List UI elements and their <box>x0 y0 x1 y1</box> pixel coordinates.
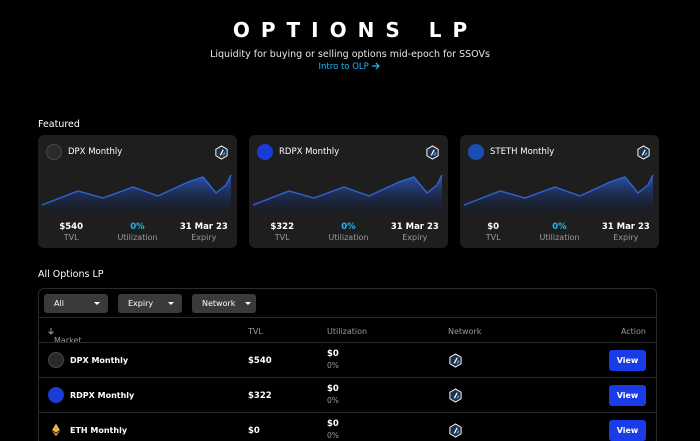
tvl-sparkline <box>41 174 232 213</box>
featured-card-dpx[interactable]: DPX Monthly $540 TVL 0% Utilization 31 Mar… <box>38 135 237 248</box>
utilization-label: Utilization <box>539 233 580 242</box>
view-button[interactable]: View <box>609 420 646 441</box>
arbitrum-icon <box>448 353 463 368</box>
row-tvl: $322 <box>248 391 272 401</box>
market-name: RDPX Monthly <box>70 390 135 400</box>
caret-down-icon <box>168 302 174 305</box>
tvl-sparkline <box>252 174 443 213</box>
row-tvl: $540 <box>248 356 272 366</box>
filter-label: All <box>54 299 64 308</box>
view-button[interactable]: View <box>609 350 646 371</box>
card-title: DPX Monthly <box>68 147 123 157</box>
column-market[interactable]: Market <box>48 327 82 345</box>
table-row: RDPX Monthly $322 $0 0% View <box>39 377 656 412</box>
all-options-heading: All Options LP <box>38 269 104 280</box>
tvl-label: TVL <box>274 233 290 242</box>
column-tvl: TVL <box>248 327 263 336</box>
expiry-value: 31 Mar 23 <box>179 222 228 232</box>
column-utilization: Utilization <box>327 327 368 336</box>
expiry-label: Expiry <box>613 233 639 242</box>
arbitrum-icon <box>425 145 440 160</box>
eth-token-icon <box>52 423 60 437</box>
caret-down-icon <box>245 302 252 305</box>
column-market-label: Market <box>54 336 82 345</box>
utilization-value: 0% <box>341 222 356 232</box>
column-network: Network <box>448 327 482 336</box>
view-button[interactable]: View <box>609 385 646 406</box>
row-utilization-value: $0 <box>327 419 339 429</box>
row-utilization-percent: 0% <box>327 396 339 405</box>
filter-label: Expiry <box>128 299 154 308</box>
caret-down-icon <box>94 302 100 305</box>
row-tvl: $0 <box>248 426 260 436</box>
table-row: ETH Monthly $0 $0 0% View <box>39 412 656 441</box>
row-utilization-percent: 0% <box>327 361 339 370</box>
arbitrum-icon <box>448 423 463 438</box>
arbitrum-icon <box>448 388 463 403</box>
tvl-sparkline <box>463 174 654 213</box>
featured-heading: Featured <box>38 119 80 130</box>
options-lp-table: All Expiry Network Market TVL Utilizatio… <box>38 288 657 441</box>
rdpx-token-icon <box>48 387 64 403</box>
filter-label: Network <box>202 299 236 308</box>
utilization-value: 0% <box>552 222 567 232</box>
row-utilization-value: $0 <box>327 384 339 394</box>
filter-all-dropdown[interactable]: All <box>44 294 108 313</box>
dpx-token-icon <box>46 144 62 160</box>
utilization-label: Utilization <box>328 233 369 242</box>
rdpx-token-icon <box>257 144 273 160</box>
expiry-label: Expiry <box>402 233 428 242</box>
table-row: DPX Monthly $540 $0 0% View <box>39 342 656 377</box>
tvl-value: $322 <box>270 222 294 232</box>
tvl-value: $540 <box>59 222 83 232</box>
page-title: OPTIONS LP <box>232 18 479 42</box>
tvl-label: TVL <box>63 233 79 242</box>
expiry-label: Expiry <box>191 233 217 242</box>
filter-network-dropdown[interactable]: Network <box>192 294 256 313</box>
arbitrum-icon <box>636 145 651 160</box>
row-utilization-percent: 0% <box>327 431 339 440</box>
column-action: Action <box>620 327 646 336</box>
sort-arrow-down-icon <box>48 328 54 335</box>
dpx-token-icon <box>48 352 64 368</box>
market-name: ETH Monthly <box>70 425 128 435</box>
featured-card-steth[interactable]: STETH Monthly $0 TVL 0% Utilization 31 Mar… <box>460 135 659 248</box>
table-header: Market TVL Utilization Network Action <box>39 317 656 345</box>
expiry-value: 31 Mar 23 <box>601 222 650 232</box>
tvl-label: TVL <box>485 233 501 242</box>
card-title: STETH Monthly <box>490 147 555 157</box>
arbitrum-icon <box>214 145 229 160</box>
arrow-right-icon <box>372 62 381 70</box>
featured-card-rdpx[interactable]: RDPX Monthly $322 TVL 0% Utilization 31 Ma… <box>249 135 448 248</box>
filter-expiry-dropdown[interactable]: Expiry <box>118 294 182 313</box>
card-title: RDPX Monthly <box>279 147 340 157</box>
row-utilization-value: $0 <box>327 349 339 359</box>
intro-link[interactable]: Intro to OLP <box>0 62 700 72</box>
utilization-value: 0% <box>130 222 145 232</box>
utilization-label: Utilization <box>117 233 158 242</box>
intro-link-label: Intro to OLP <box>318 62 369 72</box>
market-name: DPX Monthly <box>70 355 129 365</box>
page-subtitle: Liquidity for buying or selling options … <box>210 49 490 60</box>
expiry-value: 31 Mar 23 <box>390 222 439 232</box>
tvl-value: $0 <box>487 222 500 232</box>
steth-token-icon <box>468 144 484 160</box>
